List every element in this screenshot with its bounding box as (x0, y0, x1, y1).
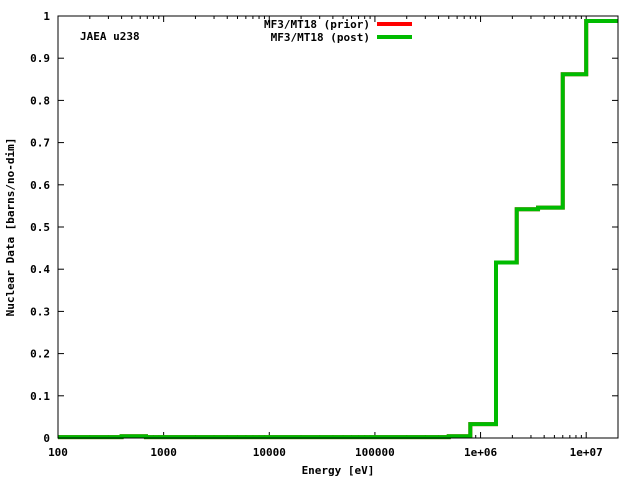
chart-annotation: JAEA u238 (80, 30, 140, 43)
x-tick-label: 1000 (150, 446, 177, 459)
x-tick-label: 10000 (253, 446, 286, 459)
y-tick-label: 1 (43, 10, 50, 23)
x-axis-label: Energy [eV] (302, 464, 375, 477)
y-tick-label: 0.3 (30, 305, 50, 318)
y-tick-label: 0.6 (30, 179, 50, 192)
axis-ticks: 0 0.1 0.2 0.3 0.4 0.5 0.6 0.7 0.8 0.9 1 100 1000 1000… (30, 10, 618, 459)
y-tick-label: 0.4 (30, 263, 50, 276)
y-tick-label: 0.1 (30, 390, 50, 403)
y-tick-label: 0.7 (30, 137, 50, 150)
legend-label: MF3/MT18 (prior) (264, 18, 370, 31)
x-tick-label: 1e+07 (570, 446, 603, 459)
series-layer (58, 19, 618, 440)
y-tick-label: 0.9 (30, 52, 50, 65)
series-line-2 (58, 19, 618, 440)
y-tick-label: 0.2 (30, 348, 50, 361)
series-line-1 (58, 19, 618, 440)
y-tick-label: 0.5 (30, 221, 50, 234)
y-tick-label: 0 (43, 432, 50, 445)
y-tick-label: 0.8 (30, 94, 50, 107)
x-tick-label: 1e+06 (464, 446, 497, 459)
plot-frame (57, 15, 619, 439)
legend-label: MF3/MT18 (post) (271, 31, 370, 44)
x-tick-label: 100 (48, 446, 68, 459)
y-axis-label: Nuclear Data [barns/no-dim] (4, 138, 17, 317)
x-tick-label: 100000 (355, 446, 395, 459)
legend: MF3/MT18 (prior)MF3/MT18 (post) (264, 18, 412, 44)
